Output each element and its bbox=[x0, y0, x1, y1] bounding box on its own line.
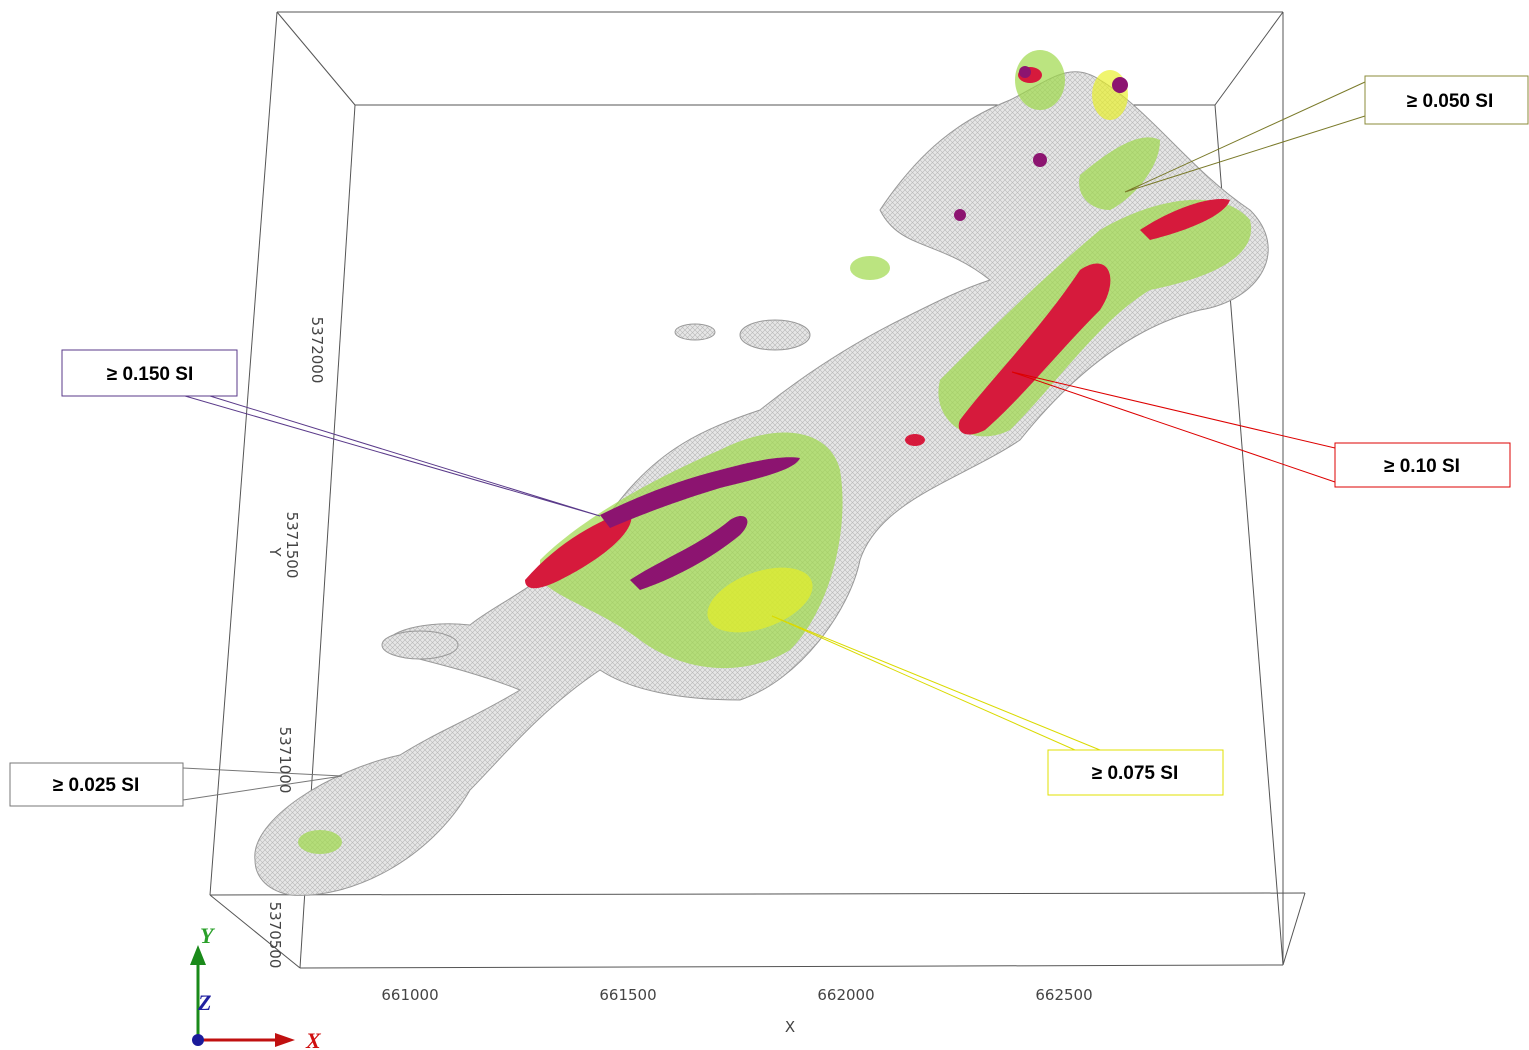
triad-label: Y bbox=[200, 923, 216, 948]
triad-label: X bbox=[305, 1028, 322, 1050]
y-tick-label: 5371500 bbox=[283, 512, 301, 579]
annotation-label: ≥ 0.050 SI bbox=[1407, 91, 1493, 112]
x-tick-label: 661500 bbox=[599, 986, 656, 1004]
x-axis-title: X bbox=[785, 1018, 795, 1036]
annotation-label: ≥ 0.075 SI bbox=[1092, 763, 1178, 784]
y-tick-label: 5372000 bbox=[308, 317, 326, 384]
x-tick-label: 661000 bbox=[381, 986, 438, 1004]
x-tick-label: 662000 bbox=[817, 986, 874, 1004]
x-axis: 661000 661500 662000 662500 X bbox=[381, 986, 1092, 1036]
y-tick-label: 5371000 bbox=[276, 727, 294, 794]
triad-label: Z bbox=[197, 990, 211, 1015]
viewer: ≥ 0.050 SI ≥ 0.150 SI ≥ 0.10 SI ≥ 0.075 … bbox=[0, 0, 1529, 1050]
y-tick-label: 5370500 bbox=[266, 902, 284, 969]
annotation-label: ≥ 0.025 SI bbox=[53, 775, 139, 796]
x-tick-label: 662500 bbox=[1035, 986, 1092, 1004]
orientation-triad: Y X Z bbox=[190, 923, 322, 1050]
y-axis-title: Y bbox=[266, 546, 284, 557]
scene: ≥ 0.050 SI ≥ 0.150 SI ≥ 0.10 SI ≥ 0.075 … bbox=[0, 0, 1529, 1050]
annotation-label: ≥ 0.150 SI bbox=[107, 364, 193, 385]
annotation-label: ≥ 0.10 SI bbox=[1384, 456, 1460, 477]
